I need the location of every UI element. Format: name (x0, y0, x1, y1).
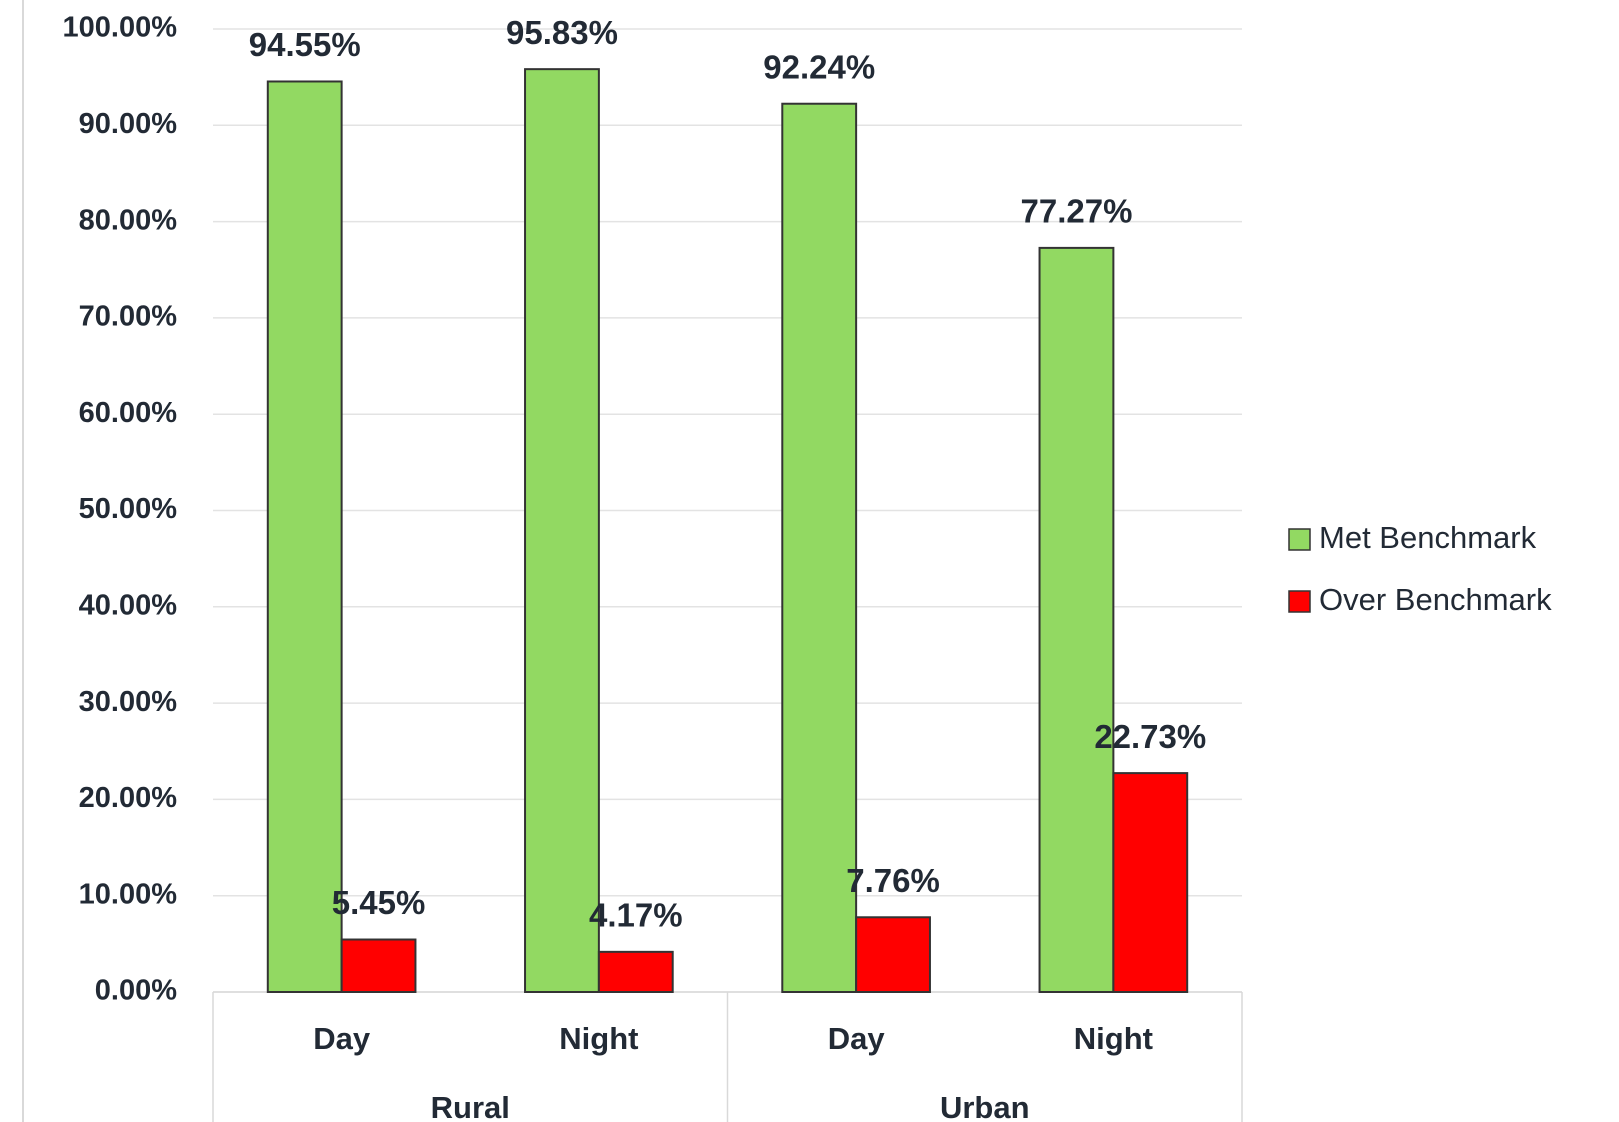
y-tick-label: 40.00% (79, 589, 178, 621)
bar (524, 68, 600, 993)
data-label: 5.45% (332, 884, 426, 921)
data-label: 7.76% (846, 862, 940, 899)
legend-swatch (1288, 590, 1311, 613)
x-tick-label: Night (559, 1021, 638, 1056)
data-label: 22.73% (1094, 718, 1206, 755)
legend-swatch (1288, 528, 1311, 551)
data-label: 4.17% (589, 897, 683, 934)
y-tick-label: 0.00% (95, 975, 177, 1007)
legend-label: Met Benchmark (1319, 520, 1537, 555)
y-tick-label: 80.00% (79, 204, 178, 236)
x-tick-label: Day (828, 1021, 886, 1056)
x-tick-label: Night (1074, 1021, 1153, 1056)
data-label: 95.83% (506, 14, 618, 51)
y-tick-label: 90.00% (79, 108, 178, 140)
data-label: 77.27% (1020, 193, 1132, 230)
y-tick-label: 30.00% (79, 686, 178, 718)
data-label: 92.24% (763, 48, 875, 85)
bar (1112, 772, 1189, 993)
y-tick-label: 60.00% (79, 397, 178, 429)
x-tick-label: Day (313, 1021, 371, 1056)
y-tick-label: 70.00% (79, 301, 178, 333)
bar (340, 938, 417, 993)
y-tick-label: 20.00% (79, 782, 178, 814)
bar (266, 80, 343, 993)
y-tick-label: 50.00% (79, 493, 178, 525)
group-label: Urban (940, 1090, 1030, 1122)
y-tick-label: 10.00% (79, 878, 178, 910)
bar (855, 916, 931, 993)
legend-label: Over Benchmark (1319, 582, 1552, 617)
bar (597, 950, 674, 993)
bar (781, 102, 858, 993)
group-label: Rural (431, 1090, 510, 1122)
data-label: 94.55% (249, 26, 361, 63)
y-tick-label: 100.00% (63, 12, 178, 44)
bar (1038, 246, 1115, 993)
